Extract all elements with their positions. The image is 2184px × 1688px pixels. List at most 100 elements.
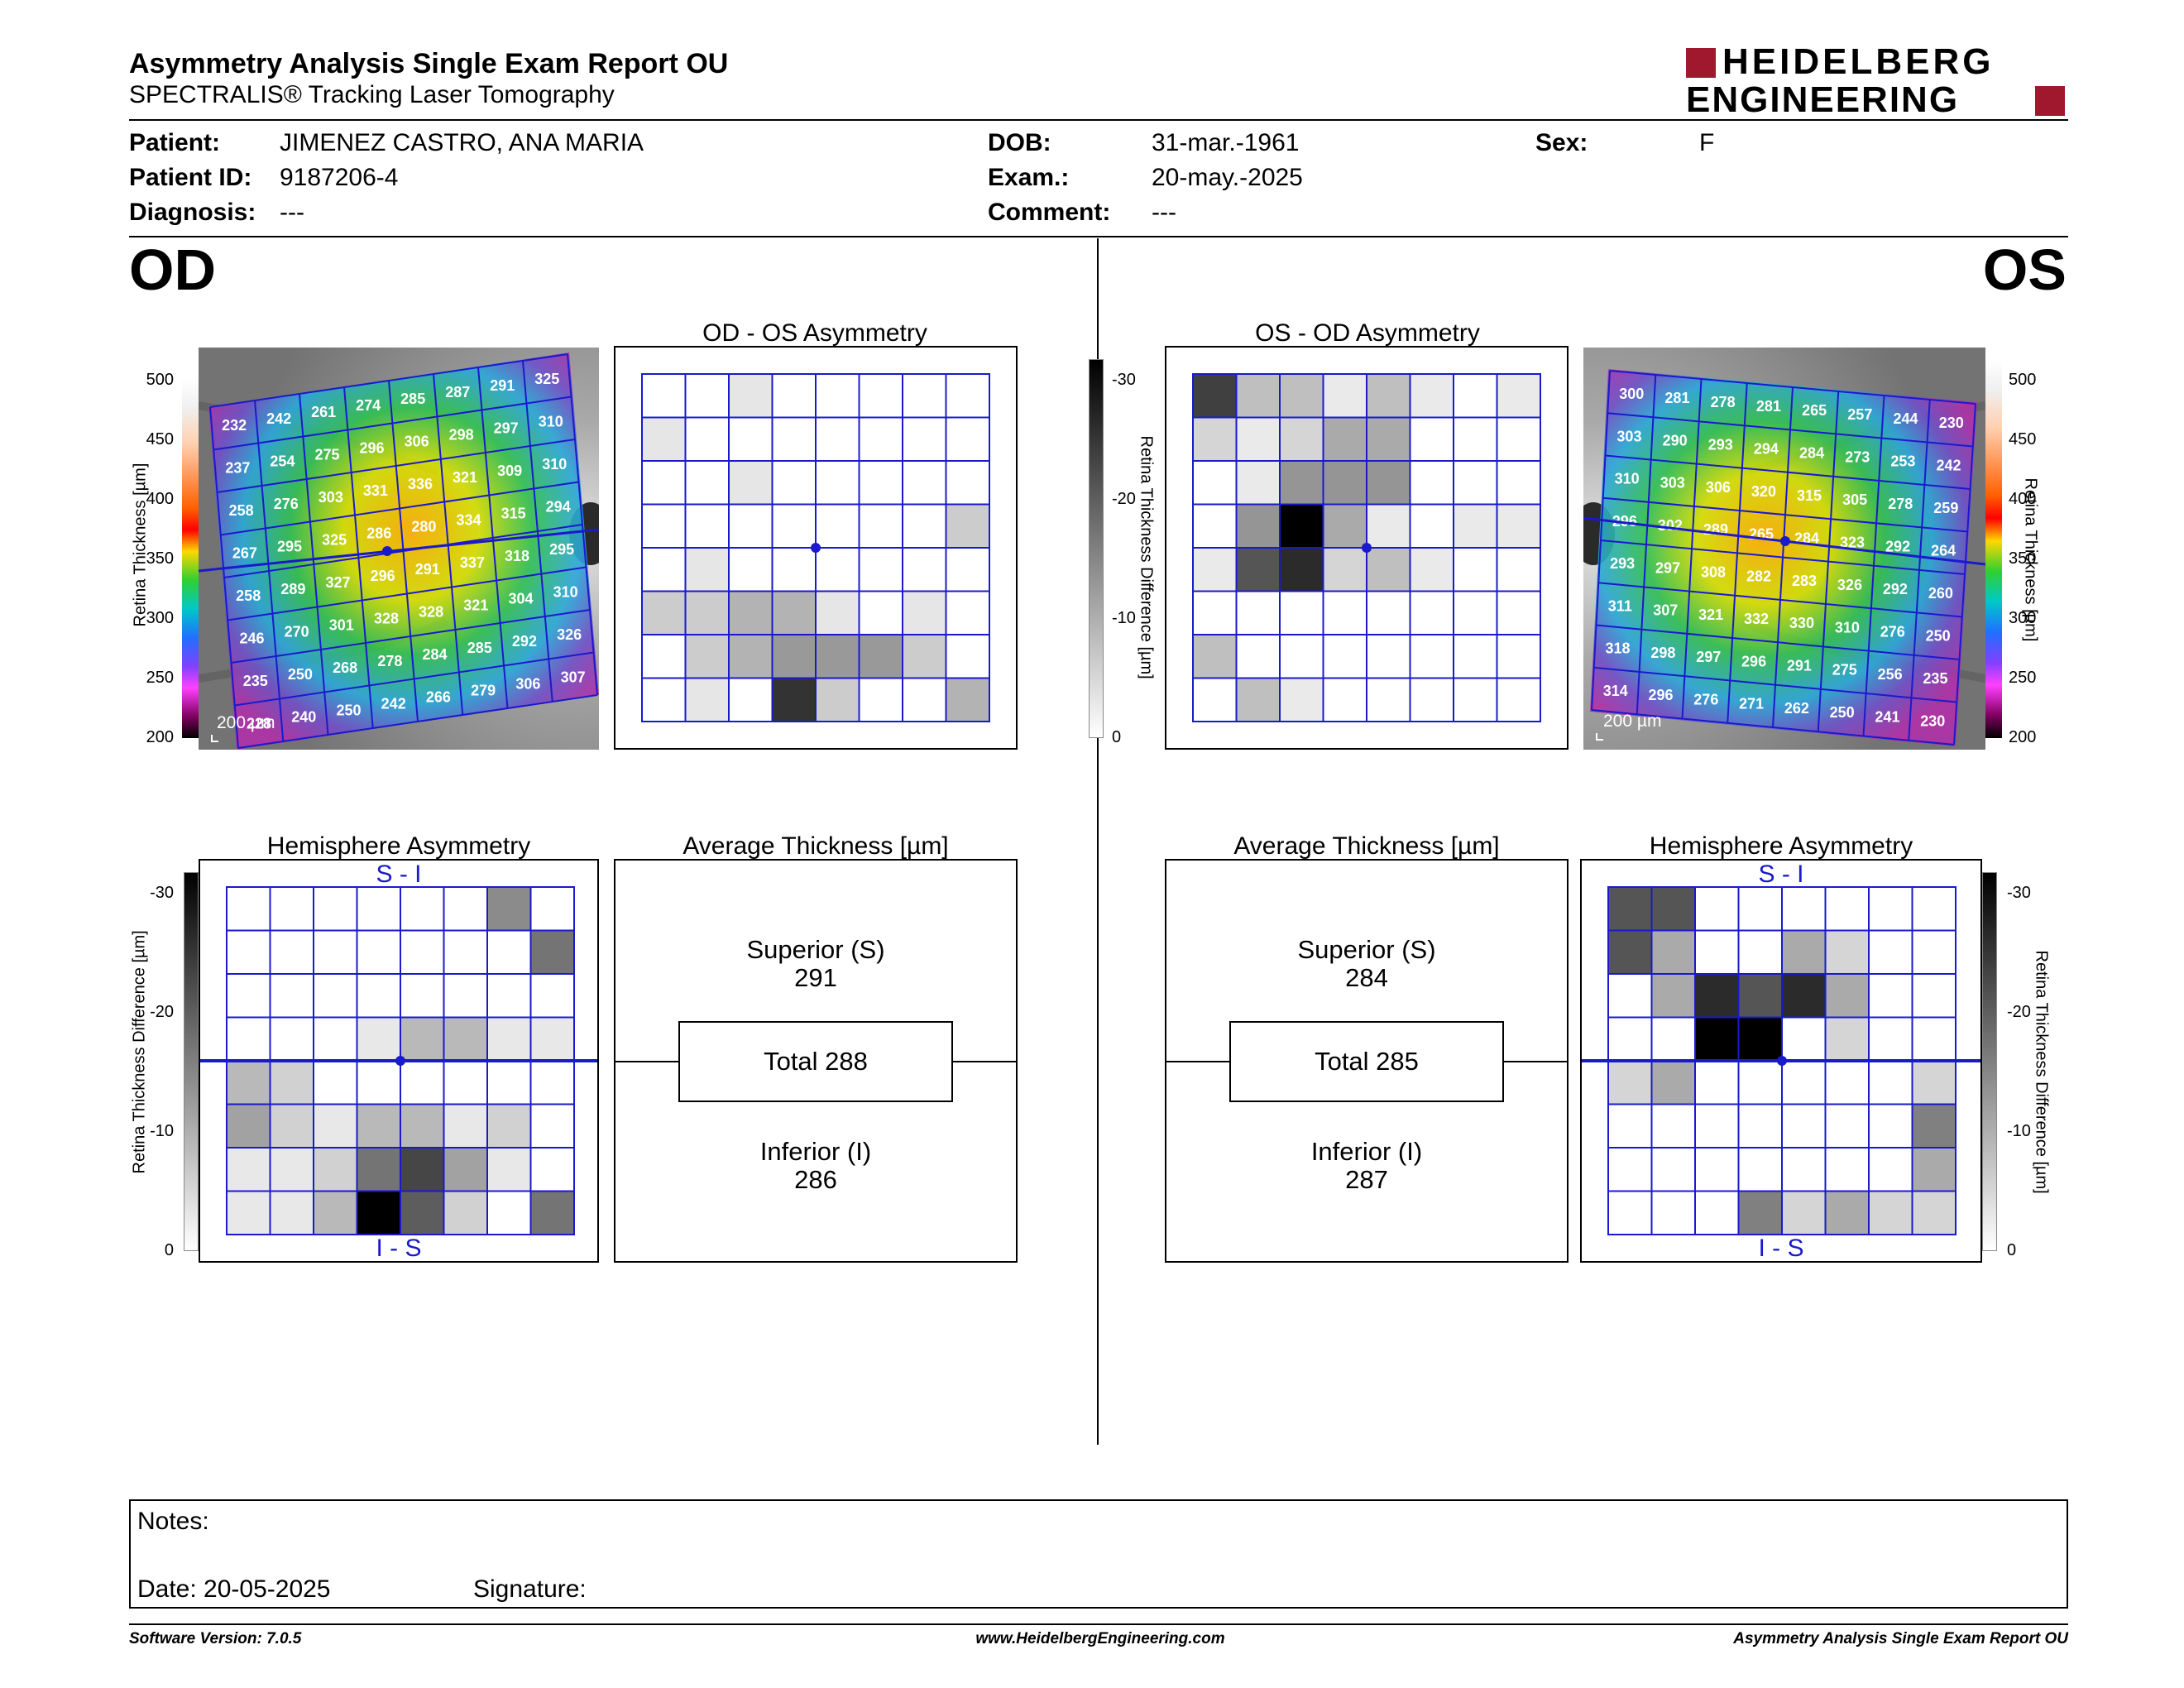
os-hemi-cell xyxy=(1650,1147,1696,1192)
od-hemi-cell xyxy=(226,1016,271,1062)
os-asym-cell xyxy=(1235,547,1281,592)
od-asym-cell xyxy=(945,460,990,506)
os-asym-center-dot xyxy=(1362,543,1372,553)
od-asym-cell xyxy=(641,373,687,419)
os-thickness-tick: 250 xyxy=(2009,669,2037,687)
os-thickness-map: 300 281 278 281 265 257 244 230 303 290 293 294 284 2… xyxy=(1583,348,1985,750)
od-map-value: 278 xyxy=(377,653,402,669)
website-link[interactable]: www.HeidelbergEngineering.com xyxy=(975,1630,1225,1647)
os-hemi-cell xyxy=(1868,929,1913,975)
os-asym-cell xyxy=(1192,503,1238,549)
od-hemi-cell xyxy=(269,1103,314,1149)
os-asym-cell xyxy=(1453,677,1498,722)
os-map-value: 276 xyxy=(1693,691,1718,707)
od-map-value: 279 xyxy=(471,682,496,698)
od-hemi-cell xyxy=(486,1147,532,1192)
os-map-value: 256 xyxy=(1878,666,1903,683)
od-avg-title: Average Thickness [µm] xyxy=(682,832,949,860)
od-asym-cell xyxy=(641,634,687,679)
os-map-value: 326 xyxy=(1837,577,1862,593)
od-hemi-cell xyxy=(486,886,532,932)
os-map-value: 315 xyxy=(1797,487,1822,504)
os-map-value: 281 xyxy=(1664,390,1689,406)
od-map-value: 309 xyxy=(497,463,522,479)
os-asym-cell xyxy=(1453,590,1498,635)
os-map-value: 320 xyxy=(1751,483,1776,500)
od-hemi-cell xyxy=(486,1190,532,1235)
od-map-value: 242 xyxy=(381,695,406,712)
od-hemi-cell xyxy=(529,973,575,1019)
os-asym-cell xyxy=(1496,677,1541,722)
od-map-value: 291 xyxy=(415,561,440,578)
os-asym-cell xyxy=(1453,634,1498,679)
os-map-grid-line xyxy=(1600,539,1966,575)
od-map-value: 228 xyxy=(247,715,271,731)
od-map-grid-line xyxy=(567,353,598,696)
os-asym-cell xyxy=(1453,416,1498,462)
od-thickness-tick: 250 xyxy=(146,669,174,687)
od-asym-cell xyxy=(771,373,817,419)
os-hemi-cell xyxy=(1911,886,1956,932)
od-hemi-tick: -20 xyxy=(150,1003,174,1021)
os-superior-label: Superior (S) xyxy=(1297,935,1436,964)
os-inferior-label: Inferior (I) xyxy=(1310,1137,1423,1166)
os-hemi-cell xyxy=(1911,1103,1956,1149)
os-hemi-colorbar xyxy=(1982,872,1997,1251)
os-thickness-tick: 350 xyxy=(2009,549,2037,568)
od-hemi-cell xyxy=(269,1016,314,1062)
comment-label: Comment: xyxy=(988,199,1111,226)
os-asym-cell xyxy=(1409,547,1454,592)
od-asym-cell xyxy=(815,460,860,506)
od-asym-grid xyxy=(641,373,990,722)
os-hemi-cell xyxy=(1737,1016,1783,1062)
os-thickness-map-svg: 300 281 278 281 265 257 244 230 303 290 293 294 284 2… xyxy=(1583,348,1985,750)
os-map-grid-line xyxy=(1598,582,1962,618)
od-map-value: 321 xyxy=(453,469,477,486)
os-map-grid-line xyxy=(1953,403,1976,746)
od-hemi-cell xyxy=(356,1147,401,1192)
os-asym-colorbar xyxy=(1089,359,1104,738)
os-asym-cell xyxy=(1279,677,1324,722)
os-map-value: 293 xyxy=(1610,555,1635,572)
logo-text-bottom: ENGINEERING xyxy=(1686,79,1960,120)
os-hemi-title: Hemisphere Asymmetry xyxy=(1649,832,1913,860)
os-total: Total 285 xyxy=(1315,1047,1419,1076)
os-hemi-cell xyxy=(1868,973,1913,1019)
os-asym-tick: 0 xyxy=(1112,728,1122,746)
os-hemi-cell xyxy=(1650,1060,1696,1105)
od-hemi-cell xyxy=(313,929,358,975)
od-hemi-cell xyxy=(443,1016,488,1062)
os-map-value: 306 xyxy=(1706,479,1731,496)
os-hemi-tick: -30 xyxy=(2007,884,2031,902)
od-hemi-cell xyxy=(356,886,401,932)
os-asym-cell xyxy=(1322,503,1367,549)
os-asym-cell xyxy=(1453,373,1498,419)
os-asym-cell xyxy=(1279,416,1324,462)
os-map-value: 264 xyxy=(1931,543,1956,559)
os-asym-cell xyxy=(1366,460,1411,506)
od-total: Total 288 xyxy=(764,1047,868,1076)
od-hemi-cell xyxy=(529,1060,575,1105)
os-asym-cell xyxy=(1279,503,1324,549)
od-asym-cell xyxy=(902,590,947,635)
od-hemi-cell xyxy=(313,886,358,932)
od-map-values: 232 242 261 274 285 287 291 325 237 254 275 296 306 2… xyxy=(222,371,586,732)
os-map-value: 296 xyxy=(1612,513,1637,530)
od-thickness-axis-label: Retina Thickness [µm] xyxy=(131,463,150,627)
os-asym-cell xyxy=(1192,373,1238,419)
os-hemi-cell xyxy=(1911,1016,1956,1062)
os-hemi-cell xyxy=(1694,1060,1740,1105)
os-thickness-tick: 450 xyxy=(2009,430,2037,448)
os-map-value: 293 xyxy=(1708,436,1733,453)
os-hemi-cell xyxy=(1868,1016,1913,1062)
os-asym-cell xyxy=(1496,634,1541,679)
od-asym-panel xyxy=(614,346,1018,750)
od-map-value: 294 xyxy=(546,498,571,515)
od-asym-cell xyxy=(815,547,860,592)
patient-id: 9187206-4 xyxy=(280,164,399,191)
od-map-value: 258 xyxy=(229,502,254,519)
od-map-grid-line xyxy=(231,609,591,664)
os-asym-title: OS - OD Asymmetry xyxy=(1255,319,1480,347)
od-map-value: 242 xyxy=(266,410,291,427)
od-hemi-cell xyxy=(356,929,401,975)
